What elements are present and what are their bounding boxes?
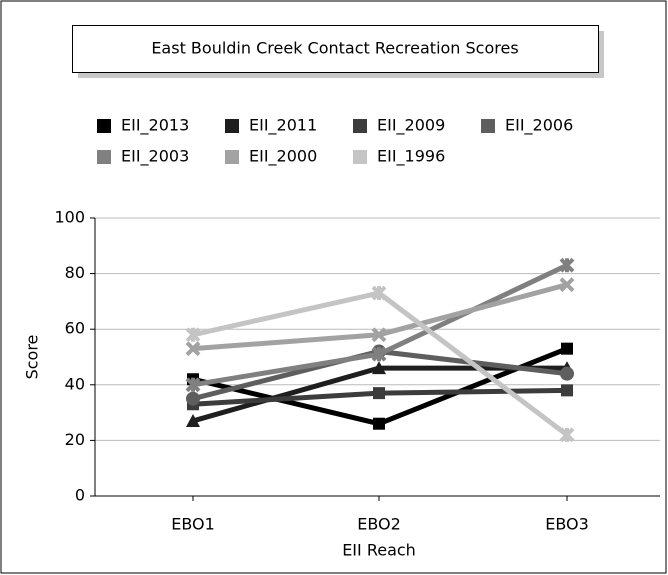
marker bbox=[559, 427, 575, 443]
marker bbox=[371, 346, 387, 362]
marker bbox=[561, 384, 573, 397]
marker bbox=[185, 377, 201, 393]
legend-swatch bbox=[225, 119, 239, 133]
legend-swatch bbox=[97, 119, 111, 133]
legend-label: EII_2006 bbox=[505, 116, 573, 136]
marker bbox=[186, 391, 200, 406]
y-axis-label: Score bbox=[23, 335, 42, 380]
legend-swatch bbox=[353, 150, 367, 164]
legend-label: EII_2009 bbox=[377, 116, 445, 136]
x-tick-label: EBO2 bbox=[357, 515, 401, 534]
marker bbox=[559, 277, 575, 293]
marker bbox=[559, 257, 575, 273]
marker bbox=[561, 342, 573, 355]
marker bbox=[373, 387, 385, 400]
marker bbox=[185, 327, 201, 343]
y-tick-label: 80 bbox=[65, 263, 85, 282]
marker bbox=[373, 417, 385, 430]
y-tick-label: 100 bbox=[54, 208, 85, 227]
legend-swatch bbox=[353, 119, 367, 133]
marker bbox=[186, 413, 200, 427]
marker bbox=[371, 327, 387, 343]
y-tick-label: 60 bbox=[65, 319, 85, 338]
title-box bbox=[72, 25, 599, 73]
legend-swatch bbox=[97, 150, 111, 164]
legend-swatch bbox=[225, 150, 239, 164]
y-tick-label: 0 bbox=[75, 486, 85, 505]
y-tick-label: 40 bbox=[65, 374, 85, 393]
x-tick-label: EBO3 bbox=[545, 515, 589, 534]
x-axis-label: EII Reach bbox=[342, 541, 416, 560]
x-tick-label: EBO1 bbox=[171, 515, 215, 534]
marker bbox=[185, 341, 201, 357]
legend-swatch bbox=[481, 119, 495, 133]
legend-label: EII_2013 bbox=[121, 116, 189, 136]
legend-label: EII_1996 bbox=[377, 147, 445, 167]
y-tick-label: 20 bbox=[65, 430, 85, 449]
legend-label: EII_2003 bbox=[121, 147, 189, 167]
chart-title: East Bouldin Creek Contact Recreation Sc… bbox=[151, 39, 518, 58]
marker bbox=[371, 285, 387, 301]
marker bbox=[372, 361, 386, 375]
legend-label: EII_2011 bbox=[249, 116, 317, 136]
legend-label: EII_2000 bbox=[249, 147, 317, 167]
marker bbox=[560, 366, 574, 381]
